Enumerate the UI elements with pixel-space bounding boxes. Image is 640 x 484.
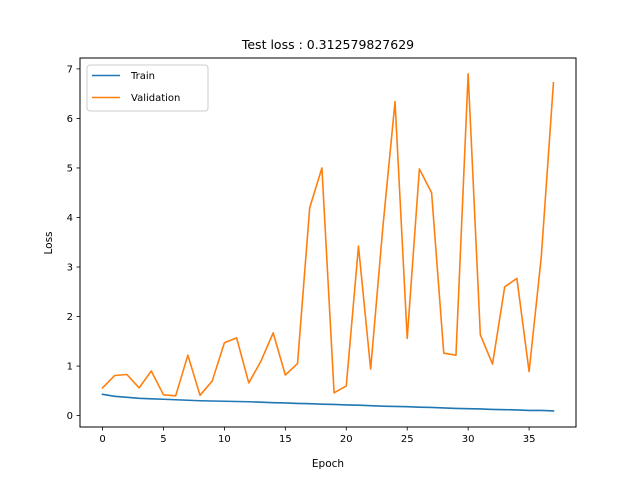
x-tick-label: 5 (160, 434, 166, 445)
y-tick-label: 5 (67, 163, 73, 174)
x-tick-label: 35 (523, 434, 536, 445)
legend-label-train: Train (130, 71, 155, 82)
y-axis-ticks: 0 1 2 3 4 5 6 7 (67, 64, 80, 422)
x-tick-label: 20 (340, 434, 353, 445)
legend: Train Validation (86, 64, 209, 112)
legend-label-validation: Validation (131, 93, 180, 104)
y-tick-label: 7 (67, 64, 73, 75)
legend-box (86, 64, 209, 112)
y-tick-label: 4 (67, 213, 73, 224)
x-axis-ticks: 0 5 10 15 20 25 30 35 (99, 427, 535, 445)
y-tick-label: 2 (67, 312, 73, 323)
x-tick-label: 15 (279, 434, 292, 445)
plot-frame (79, 57, 577, 428)
y-axis-label: Loss (43, 231, 55, 254)
chart-title: Test loss : 0.312579827629 (241, 37, 414, 52)
y-tick-label: 1 (67, 362, 73, 373)
x-tick-label: 30 (462, 434, 475, 445)
x-axis-label: Epoch (312, 458, 344, 470)
x-tick-label: 25 (401, 434, 414, 445)
series-line-validation (101, 73, 555, 397)
x-tick-label: 0 (99, 434, 105, 445)
series-line-train (101, 393, 555, 412)
x-tick-label: 10 (218, 434, 231, 445)
y-tick-label: 6 (67, 114, 73, 125)
y-tick-label: 3 (67, 263, 73, 274)
series-layer (101, 73, 555, 412)
y-tick-label: 0 (67, 411, 73, 422)
